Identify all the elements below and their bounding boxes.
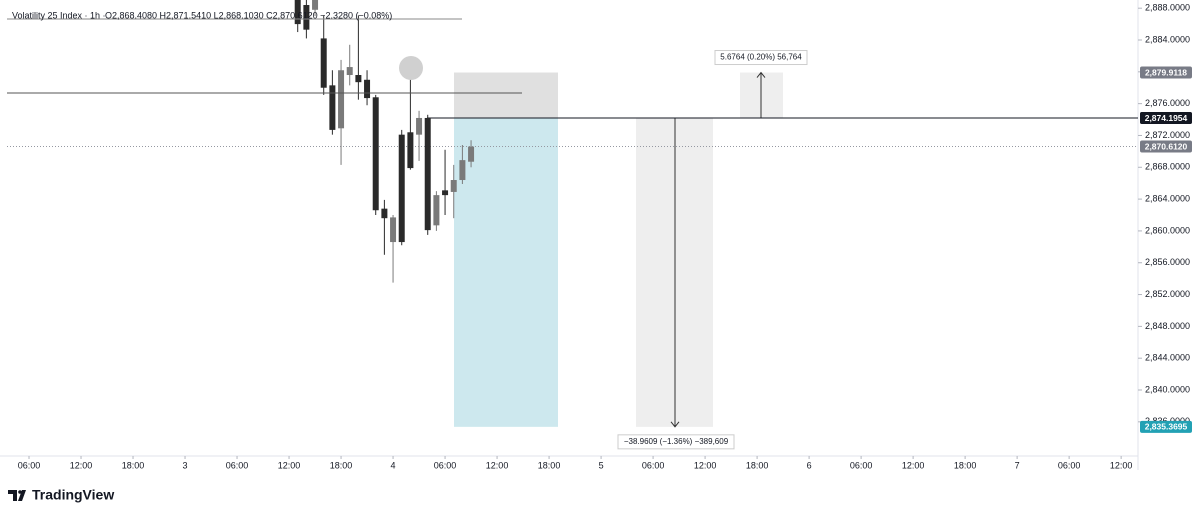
candle-body	[346, 67, 353, 76]
candle-body	[312, 0, 319, 10]
candle-body	[433, 195, 440, 226]
candle-body	[468, 146, 475, 162]
candle-body	[372, 97, 379, 211]
x-tick-label: 06:00	[1058, 460, 1081, 470]
candle-body	[381, 208, 388, 219]
arrow-head	[756, 71, 766, 78]
x-tick-label: 18:00	[330, 460, 353, 470]
x-tick-label: 6	[807, 460, 812, 470]
price-tag	[1140, 112, 1192, 125]
x-tick-label: 4	[391, 460, 396, 470]
x-tick-label: 18:00	[538, 460, 561, 470]
price-tag	[1140, 140, 1192, 153]
y-tick-label: 2,856.0000	[1145, 257, 1190, 267]
x-tick-label: 12:00	[486, 460, 509, 470]
price-tag-label: 2,835.3695	[1145, 422, 1188, 432]
candle-body	[450, 180, 457, 192]
annotation: −38.9609 (−1.36%) −389,609	[624, 437, 729, 446]
price-tag-label: 2,874.1954	[1145, 113, 1188, 123]
arrow-head	[670, 421, 680, 428]
x-tick-label: 06:00	[850, 460, 873, 470]
y-tick-label: 2,840.0000	[1145, 384, 1190, 394]
ohlc-text: O2,868.4080 H2,871.5410 L2,868.1030 C2,8…	[105, 10, 392, 20]
candle-body	[424, 117, 431, 231]
brand: TradingView	[32, 487, 114, 503]
candle-body	[329, 85, 336, 130]
x-tick-label: 12:00	[1110, 460, 1133, 470]
x-tick-label: 18:00	[122, 460, 145, 470]
x-tick-label: 12:00	[70, 460, 93, 470]
x-tick-label: 5	[599, 460, 604, 470]
x-tick-label: 12:00	[278, 460, 301, 470]
y-tick-label: 2,872.0000	[1145, 130, 1190, 140]
x-tick-label: 18:00	[746, 460, 769, 470]
y-tick-label: 2,876.0000	[1145, 98, 1190, 108]
x-tick-label: 06:00	[642, 460, 665, 470]
stop-zone	[454, 118, 558, 427]
y-tick-label: 2,868.0000	[1145, 162, 1190, 172]
annotation-box	[714, 50, 808, 66]
symbol: Volatility 25 Index · 1h ·	[12, 10, 106, 20]
price-tag	[1140, 66, 1192, 79]
candle-body	[338, 70, 345, 129]
x-tick-label: 12:00	[694, 460, 717, 470]
x-tick-label: 06:00	[226, 460, 249, 470]
candle-body	[416, 117, 423, 135]
y-tick-label: 2,848.0000	[1145, 321, 1190, 331]
price-tag-label: 2,870.6120	[1145, 141, 1188, 151]
y-tick-label: 2,852.0000	[1145, 289, 1190, 299]
y-tick-label: 2,860.0000	[1145, 225, 1190, 235]
candle-body	[390, 217, 397, 243]
y-tick-label: 2,844.0000	[1145, 353, 1190, 363]
x-tick-label: 7	[1015, 460, 1020, 470]
x-tick-label: 18:00	[954, 460, 977, 470]
candle-body	[398, 134, 405, 243]
target-zone	[454, 72, 558, 119]
x-tick-label: 06:00	[18, 460, 41, 470]
candle-body	[320, 38, 327, 88]
candle-body	[364, 79, 371, 99]
candle-body	[355, 75, 362, 83]
y-tick-label: 2,888.0000	[1145, 3, 1190, 13]
plot: 2,836.00002,840.00002,844.00002,848.0000…	[0, 0, 1190, 470]
annotation-box	[617, 434, 735, 450]
candle-body	[407, 132, 414, 169]
y-tick-label: 2,884.0000	[1145, 34, 1190, 44]
price-tag	[1140, 420, 1192, 433]
marker-circle	[399, 56, 423, 80]
x-tick-label: 3	[183, 460, 188, 470]
candle-body	[442, 190, 449, 196]
candle-body	[459, 160, 466, 181]
logo-dot	[18, 490, 22, 494]
y-tick-label: 2,864.0000	[1145, 193, 1190, 203]
x-tick-label: 12:00	[902, 460, 925, 470]
candle-body	[294, 0, 301, 25]
x-tick-label: 06:00	[434, 460, 457, 470]
annotation: 5.6764 (0.20%) 56,764	[720, 53, 802, 62]
price-tag-label: 2,879.9118	[1145, 67, 1187, 77]
logo: TradingView	[8, 487, 114, 503]
candle-body	[303, 5, 310, 30]
